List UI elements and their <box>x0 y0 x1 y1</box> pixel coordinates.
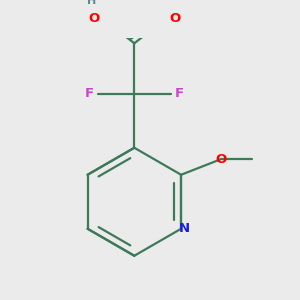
Text: O: O <box>170 12 181 26</box>
Text: F: F <box>175 87 184 100</box>
Text: O: O <box>88 12 100 26</box>
Text: N: N <box>178 222 189 235</box>
Text: F: F <box>85 87 94 100</box>
Text: H: H <box>87 0 96 7</box>
Text: O: O <box>215 153 227 166</box>
